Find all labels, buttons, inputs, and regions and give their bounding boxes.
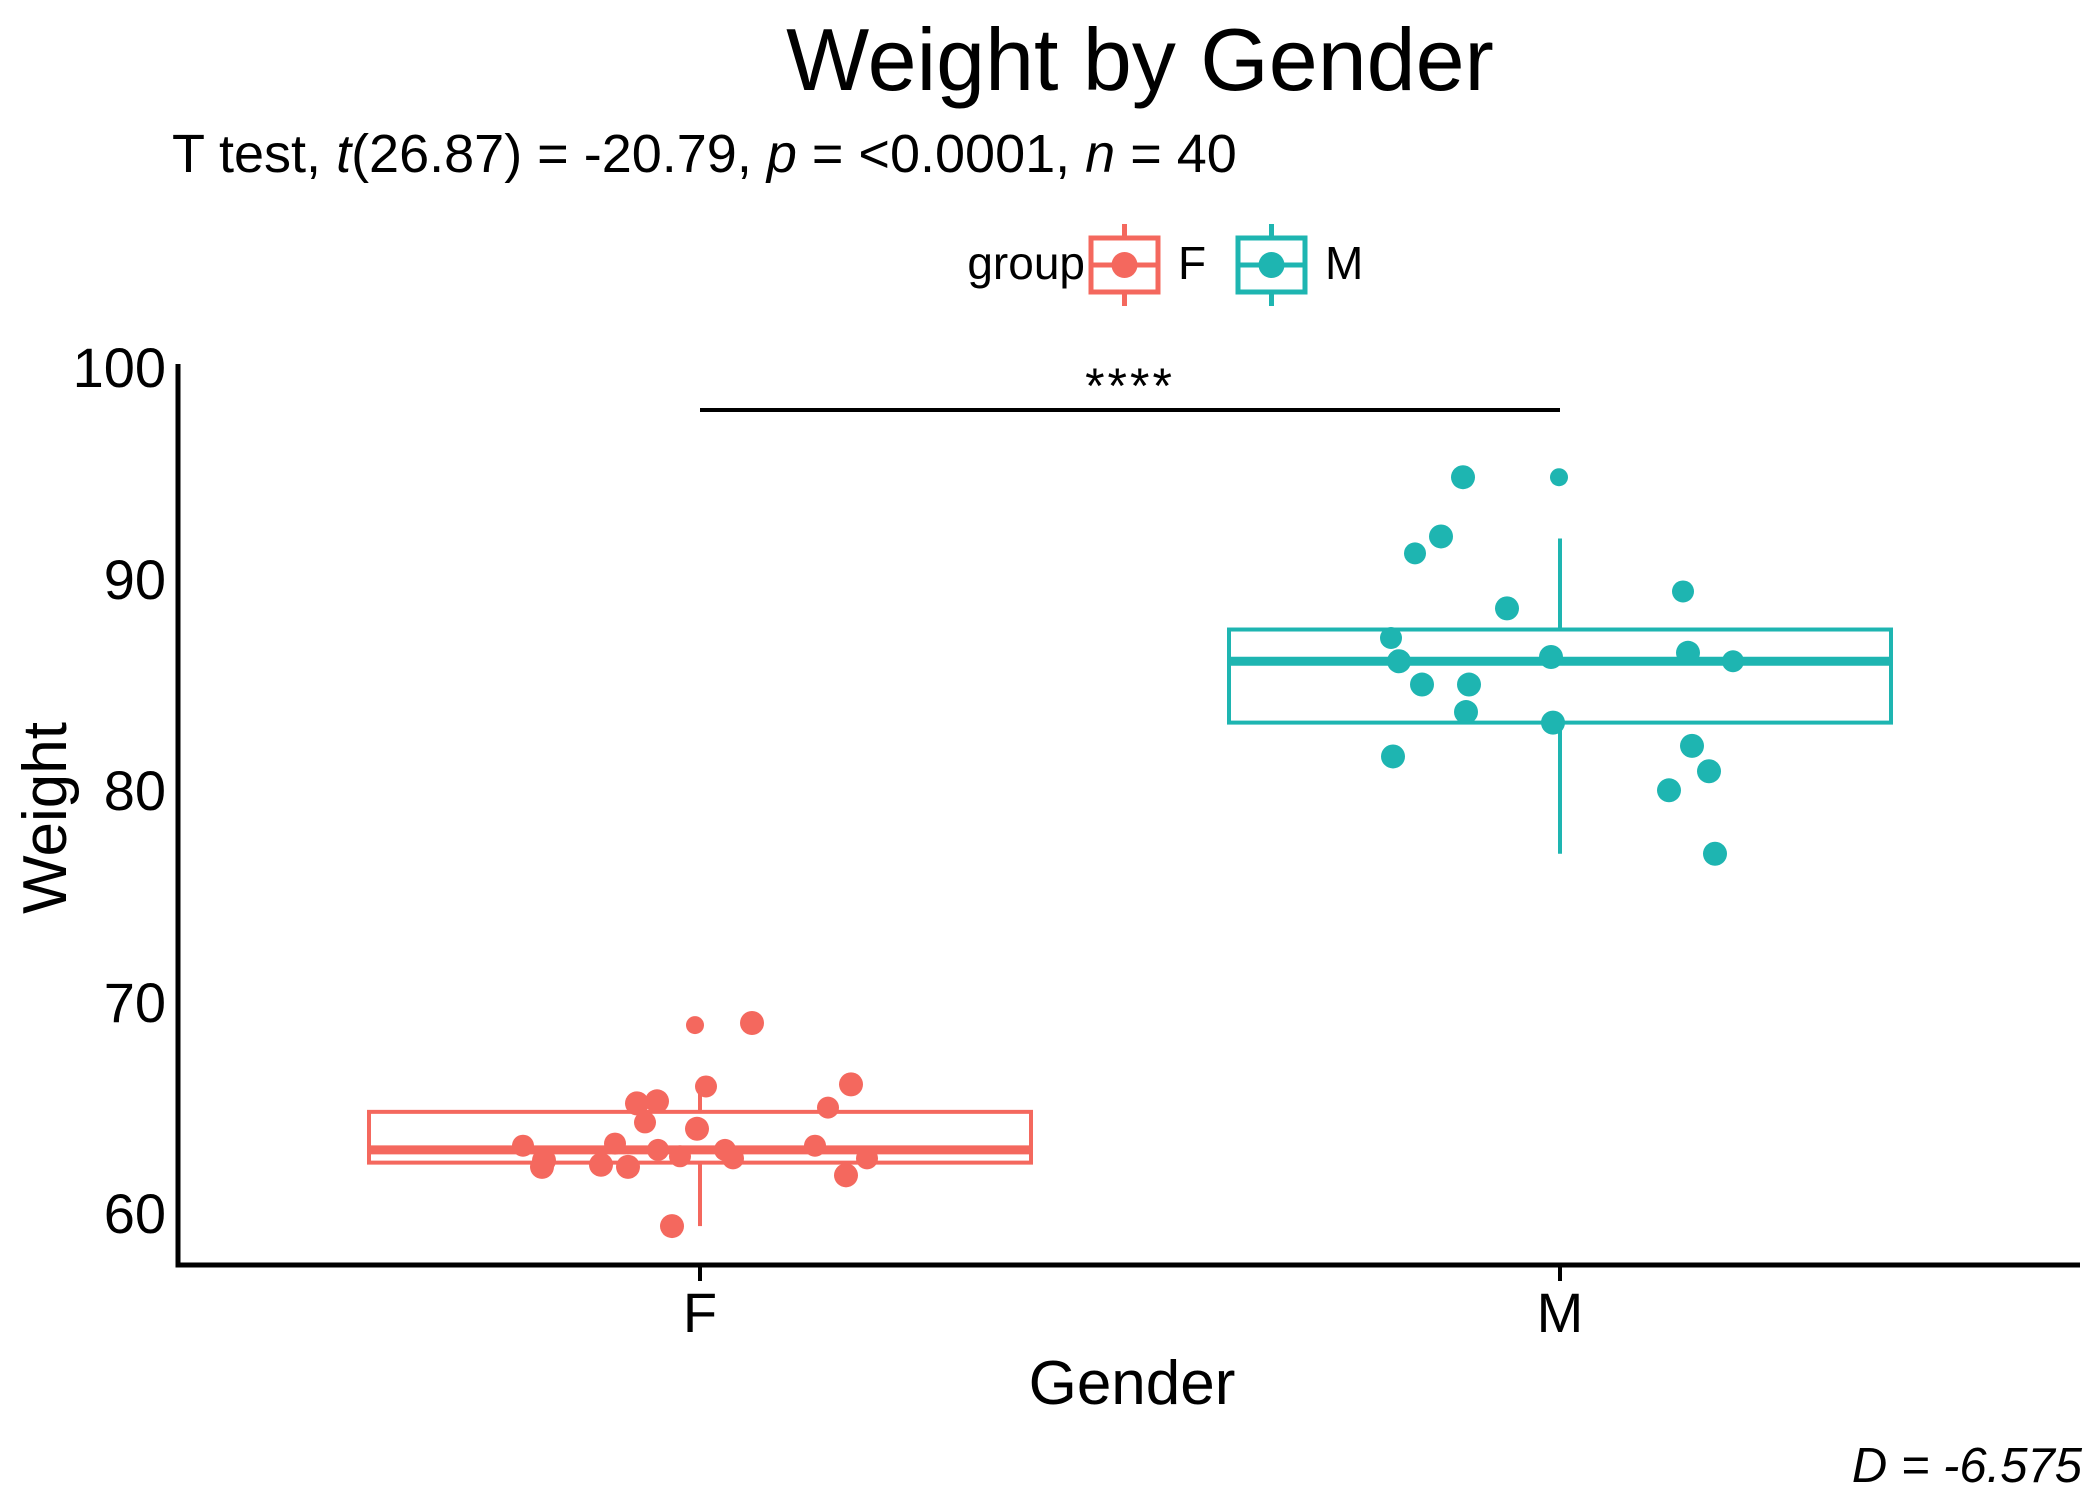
x-axis-title: Gender bbox=[1029, 1349, 1236, 1418]
y-tick-label-100: 100 bbox=[73, 336, 166, 399]
y-tick-label-90: 90 bbox=[104, 548, 166, 611]
jitter-point-F bbox=[685, 1116, 709, 1141]
jitter-point-M bbox=[1495, 596, 1519, 621]
legend-key-M bbox=[1235, 224, 1308, 306]
jitter-point-F bbox=[645, 1089, 669, 1114]
jitter-point-M bbox=[1722, 650, 1744, 673]
y-axis-tick-labels: 60 70 80 90 100 bbox=[73, 336, 166, 1245]
jitter-point-F bbox=[634, 1111, 656, 1134]
jitter-point-M bbox=[1451, 465, 1475, 490]
legend-key-dot bbox=[1111, 252, 1138, 278]
legend-item-m-label: M bbox=[1325, 237, 1363, 289]
box-M bbox=[1227, 627, 1893, 725]
jitter-point-F bbox=[722, 1147, 744, 1170]
page-title: Weight by Gender bbox=[786, 10, 1494, 109]
jitter-point-F bbox=[625, 1091, 649, 1116]
jitter-point-M bbox=[1429, 524, 1453, 549]
jitter-point-M bbox=[1457, 672, 1481, 697]
jitter-point-F bbox=[834, 1163, 858, 1188]
jitter-point-M bbox=[1454, 700, 1478, 725]
jitter-point-M bbox=[1541, 710, 1565, 735]
legend-key-dot bbox=[1258, 252, 1285, 278]
jitter-point-M bbox=[1410, 672, 1434, 697]
jitter-point-F bbox=[647, 1138, 669, 1161]
jitter-point-F bbox=[669, 1145, 691, 1168]
legend-key-F bbox=[1088, 224, 1161, 306]
y-tick-label-80: 80 bbox=[104, 759, 166, 822]
jitter-point-M bbox=[1380, 626, 1402, 649]
jitter-point-M bbox=[1381, 744, 1405, 769]
jitter-point-M bbox=[1539, 645, 1563, 670]
jitter-point-F bbox=[512, 1134, 534, 1157]
legend: group F M bbox=[967, 224, 1363, 306]
jitter-point-M bbox=[1680, 733, 1704, 758]
caption-effect-size: D = -6.575 bbox=[1852, 1439, 2083, 1493]
chart-subtitle: T test, t(26.87) = -20.79, p = <0.0001, … bbox=[172, 124, 1237, 184]
jitter-point-F bbox=[686, 1016, 704, 1035]
box-F bbox=[367, 1109, 1033, 1165]
jitter-point-F bbox=[660, 1214, 684, 1239]
y-tick-label-60: 60 bbox=[104, 1182, 166, 1245]
jitter-point-F bbox=[839, 1072, 863, 1097]
jitter-point-F bbox=[530, 1154, 554, 1179]
x-tick-label-m: M bbox=[1537, 1281, 1584, 1344]
jitter-point-F bbox=[740, 1011, 764, 1036]
jitter-point-F bbox=[695, 1075, 717, 1098]
significance-annotation: **** bbox=[700, 358, 1560, 414]
jitter-point-M bbox=[1657, 778, 1681, 803]
jitter-point-M bbox=[1404, 542, 1426, 565]
y-tick-label-70: 70 bbox=[104, 971, 166, 1034]
jitter-point-M bbox=[1387, 649, 1411, 674]
jitter-point-M bbox=[1676, 640, 1700, 665]
jitter-point-M bbox=[1697, 759, 1721, 784]
jitter-point-F bbox=[856, 1147, 878, 1170]
jitter-point-M bbox=[1703, 841, 1727, 866]
jitter-point-M bbox=[1550, 468, 1568, 487]
y-axis-title: Weight bbox=[11, 722, 80, 914]
jitter-point-F bbox=[616, 1154, 640, 1179]
jitter-point-F bbox=[604, 1132, 626, 1155]
significance-stars: **** bbox=[1085, 358, 1175, 414]
jitter-point-M bbox=[1672, 580, 1694, 603]
jitter-point-F bbox=[589, 1152, 613, 1177]
jitter-point-F bbox=[817, 1096, 839, 1119]
plot-area bbox=[367, 465, 1893, 1239]
x-tick-label-f: F bbox=[683, 1281, 717, 1344]
legend-item-f-label: F bbox=[1178, 237, 1206, 289]
jitter-point-F bbox=[804, 1134, 826, 1157]
legend-title: group bbox=[967, 237, 1085, 289]
